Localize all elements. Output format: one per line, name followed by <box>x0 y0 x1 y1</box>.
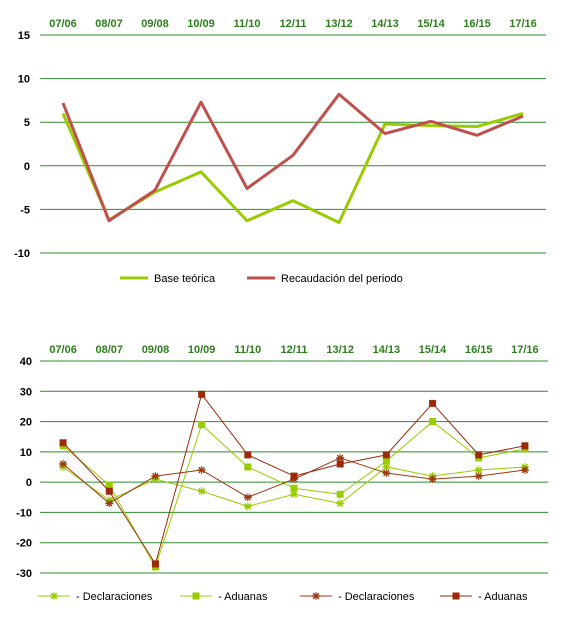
data-point <box>105 487 113 495</box>
category-label: 07/06 <box>49 344 77 356</box>
data-point <box>521 442 529 450</box>
category-label: 12/11 <box>281 344 308 356</box>
category-label: 09/08 <box>141 18 169 30</box>
category-label: 07/06 <box>49 18 77 30</box>
legend-label: - Declaraciones <box>76 591 153 603</box>
y-tick-label: 0 <box>26 477 32 489</box>
category-label: 12/11 <box>280 18 307 30</box>
y-tick-label: -20 <box>16 538 32 550</box>
data-point <box>198 390 206 398</box>
data-point <box>151 472 160 481</box>
legend-label: - Aduanas <box>478 591 528 603</box>
data-point <box>336 460 344 468</box>
data-point <box>105 499 114 508</box>
category-label: 13/12 <box>325 18 353 30</box>
data-point <box>382 457 390 465</box>
category-label: 13/12 <box>326 344 354 356</box>
data-point <box>429 399 437 407</box>
data-point <box>198 421 206 429</box>
legend-label: - Declaraciones <box>338 591 415 603</box>
data-point <box>59 439 67 447</box>
legend-label: Recaudación del periodo <box>281 273 403 285</box>
category-label: 15/14 <box>419 344 447 356</box>
category-label: 08/07 <box>96 344 124 356</box>
data-point <box>520 466 529 475</box>
data-point <box>336 490 344 498</box>
data-point <box>382 451 390 459</box>
data-point <box>197 466 206 475</box>
data-point <box>336 499 345 508</box>
y-tick-label: 10 <box>20 447 32 459</box>
data-point <box>197 487 206 496</box>
data-point <box>244 463 252 471</box>
data-point <box>59 459 68 468</box>
category-label: 16/15 <box>465 344 493 356</box>
y-tick-label: 10 <box>18 74 30 86</box>
chart-bottom: 40 30 20 10 0 -10 -20 -30 07/06 08/07 09/08 10/09 11… <box>16 344 548 603</box>
category-label: 10/09 <box>187 18 215 30</box>
legend-marker <box>452 592 460 600</box>
legend-label: - Aduanas <box>218 591 268 603</box>
data-point <box>105 481 113 489</box>
legend-label: Base teórica <box>154 273 216 285</box>
data-point <box>475 451 483 459</box>
data-point <box>290 472 298 480</box>
y-tick-label: -30 <box>16 568 32 580</box>
y-tick-label: 40 <box>20 356 32 368</box>
category-label: 09/08 <box>142 344 170 356</box>
chart-top: 15 10 5 0 -5 -10 07/06 08/07 09/08 10/09 11/10 12/1… <box>14 18 546 285</box>
y-tick-label: 30 <box>20 386 32 398</box>
data-point <box>428 475 437 484</box>
legend-marker <box>312 592 320 600</box>
data-point <box>243 493 252 502</box>
series-line <box>61 92 524 223</box>
data-point <box>290 484 298 492</box>
y-tick-label: -5 <box>20 204 30 216</box>
y-tick-label: -10 <box>14 248 30 260</box>
y-tick-label: -10 <box>16 507 32 519</box>
y-tick-label: 5 <box>24 117 30 129</box>
y-tick-label: 0 <box>24 161 30 173</box>
category-label: 14/13 <box>371 18 399 30</box>
category-label: 15/14 <box>417 18 445 30</box>
category-label: 11/10 <box>234 344 261 356</box>
category-label: 14/13 <box>373 344 401 356</box>
category-label: 11/10 <box>234 18 261 30</box>
category-label: 17/16 <box>509 18 537 30</box>
y-tick-label: 20 <box>20 417 32 429</box>
legend-marker <box>192 592 200 600</box>
data-point <box>243 502 252 511</box>
data-point <box>382 463 391 471</box>
data-point <box>382 469 391 478</box>
category-label: 16/15 <box>463 18 491 30</box>
data-point <box>429 418 437 426</box>
data-point <box>474 472 483 481</box>
legend-marker <box>50 592 58 600</box>
data-point <box>244 451 252 459</box>
y-tick-label: 15 <box>18 30 30 42</box>
category-label: 08/07 <box>95 18 123 30</box>
category-label: 10/09 <box>188 344 216 356</box>
data-point <box>151 560 159 568</box>
category-label: 17/16 <box>511 344 539 356</box>
